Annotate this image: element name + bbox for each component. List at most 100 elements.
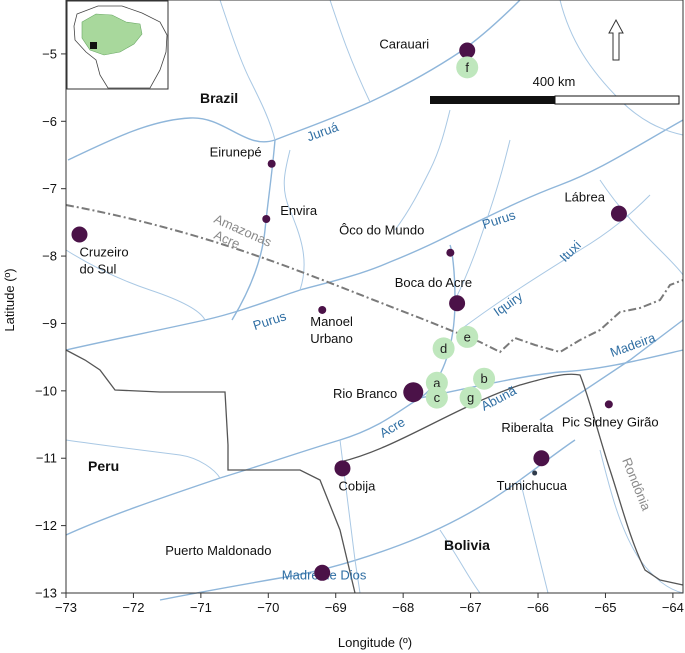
city-marker	[267, 159, 276, 168]
river-central-1	[454, 139, 511, 301]
river-label-6: Acre	[377, 414, 408, 440]
river-label-3: Iquiry	[491, 288, 526, 319]
river-jurua-upper	[231, 139, 276, 321]
x-tick-label: −66	[527, 600, 549, 615]
site-label: g	[467, 390, 474, 405]
city-label: Lábrea	[564, 190, 605, 205]
north-arrow-icon	[608, 18, 624, 61]
inset-map	[66, 0, 169, 90]
river-madre-de-dios	[159, 439, 576, 601]
city-label: Manoel Urbano	[310, 314, 353, 346]
y-tick-label: −13	[35, 586, 57, 601]
y-tick-label: −5	[42, 46, 57, 61]
city-label: Puerto Maldonado	[165, 543, 271, 558]
scale-bar-light	[554, 95, 680, 105]
river-madeira	[539, 319, 684, 421]
city-marker	[533, 450, 550, 467]
river-south-2	[439, 529, 481, 594]
x-tick-label: −67	[460, 600, 482, 615]
river-purus-upper	[65, 119, 684, 351]
y-tick-label: −12	[35, 518, 57, 533]
map-labels: BrazilPeruBoliviaAmazonasAcreRondôniaJur…	[88, 90, 658, 583]
x-tick-label: −70	[257, 600, 279, 615]
city-label: Cobija	[338, 478, 376, 493]
y-tick-label: −9	[42, 316, 57, 331]
city-marker	[604, 400, 613, 409]
city-marker	[334, 460, 351, 477]
site-label: b	[480, 371, 487, 386]
y-axis-title: Latitude (º)	[2, 268, 17, 331]
city-marker	[459, 42, 476, 59]
y-tick-label: −8	[42, 249, 57, 264]
border-brazil-bolivia	[339, 373, 684, 586]
site-marker	[473, 367, 496, 390]
river-central-2	[394, 109, 451, 231]
river-west-1	[65, 249, 206, 321]
city-marker	[318, 305, 327, 314]
state-border-amazonas-acre	[65, 204, 684, 354]
country-label-brazil: Brazil	[200, 90, 238, 106]
site-marker	[425, 386, 448, 409]
city-marker	[449, 295, 466, 312]
x-tick-label: −69	[325, 600, 347, 615]
city-label: Riberalta	[501, 420, 554, 435]
x-tick-label: −64	[662, 600, 684, 615]
scale-bar-dark	[430, 96, 555, 104]
city-label: Rio Branco	[333, 386, 397, 401]
axis-ticks: −73 −72 −71 −70 −69 −68 −67 −66 −65 −64 −5 −6 −7 −8 −9…	[35, 46, 684, 615]
state-label-rondonia: Rondônia	[619, 456, 654, 514]
river-north-2	[329, 0, 371, 103]
y-tick-label: −6	[42, 114, 57, 129]
site-marker	[432, 337, 455, 360]
river-abuna	[419, 349, 684, 399]
y-tick-label: −7	[42, 181, 57, 196]
city-marker	[71, 226, 88, 243]
river-north-3	[559, 0, 684, 136]
river-beni	[519, 479, 549, 594]
city-marker	[262, 215, 271, 224]
site-marker	[459, 386, 482, 409]
city-marker	[532, 470, 538, 476]
site-label: e	[464, 329, 471, 344]
city-label: Boca do Acre	[395, 275, 472, 290]
site-marker	[456, 325, 479, 348]
river-label-0: Juruá	[305, 119, 341, 144]
x-tick-label: −65	[594, 600, 616, 615]
x-tick-label: −73	[55, 600, 77, 615]
river-label-5: Purus	[251, 308, 288, 333]
country-label-bolivia: Bolivia	[444, 537, 490, 553]
site-label: c	[434, 390, 441, 405]
river-south-3	[599, 449, 684, 594]
city-label: Envira	[280, 203, 318, 218]
scale-bar: 400 km	[430, 74, 680, 105]
city-marker	[610, 205, 627, 222]
river-purus-tributary	[283, 149, 305, 291]
city-label: Carauari	[379, 37, 429, 52]
river-label-1: Purus	[480, 207, 517, 232]
site-label: a	[433, 375, 441, 390]
borders	[65, 204, 684, 594]
x-tick-label: −72	[122, 600, 144, 615]
country-label-peru: Peru	[88, 458, 119, 474]
river-label-2: Ituxi	[557, 237, 585, 265]
site-marker	[456, 56, 479, 79]
city-label: Cruzeiro do Sul	[79, 245, 128, 277]
river-east-1	[599, 179, 684, 276]
river-ituxi	[459, 194, 651, 331]
city-label: Pic Sidney Girão	[562, 414, 659, 429]
x-tick-label: −68	[392, 600, 414, 615]
x-axis-title: Longitude (º)	[338, 635, 412, 650]
river-north-1	[219, 0, 276, 141]
inset-study-area-marker	[90, 42, 97, 49]
city-label: Ôco do Mundo	[339, 223, 424, 238]
map-frame	[65, 0, 684, 594]
city-marker	[446, 248, 455, 257]
river-label-4: Madeira	[608, 330, 658, 360]
site-label: f	[465, 60, 469, 75]
border-brazil-peru	[65, 349, 356, 594]
x-tick-label: −71	[190, 600, 212, 615]
map-markers: Carauari Eirunepé Envira Lábrea Cruzeiro do S…	[71, 37, 659, 581]
city-marker	[314, 564, 331, 581]
y-tick-label: −10	[35, 383, 57, 398]
